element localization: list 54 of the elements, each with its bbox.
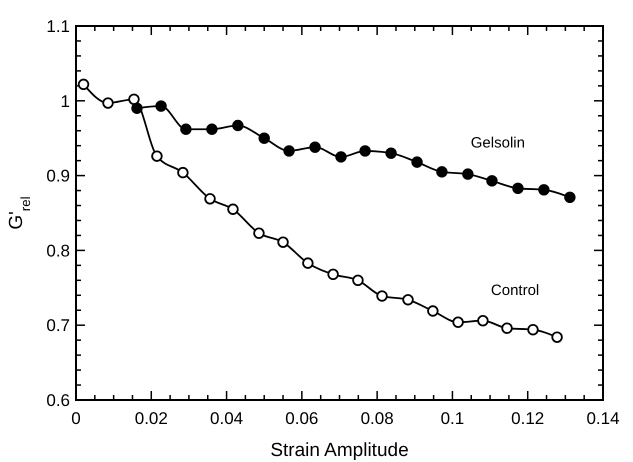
point — [427, 305, 439, 317]
point — [462, 168, 474, 180]
point — [486, 175, 498, 187]
point — [327, 268, 339, 280]
point — [227, 204, 239, 215]
point — [402, 294, 414, 306]
y-tick-label: 0.8 — [46, 241, 70, 260]
point — [436, 166, 448, 178]
point — [359, 145, 371, 157]
y-tick-label: 1.1 — [46, 17, 70, 36]
point — [411, 156, 423, 168]
x-tick-label: 0.04 — [210, 409, 244, 428]
point — [258, 132, 270, 144]
point — [204, 193, 216, 204]
point — [151, 150, 163, 162]
point — [477, 315, 489, 326]
series-label: Control — [490, 282, 540, 300]
point — [501, 322, 513, 334]
point — [512, 182, 524, 194]
x-tick-label: 0.12 — [511, 409, 544, 428]
point — [385, 147, 397, 159]
point — [527, 324, 539, 336]
y-tick-label: 0.9 — [46, 166, 70, 186]
series-label: Gelsolin — [470, 134, 525, 152]
x-tick-label: 0.08 — [360, 409, 394, 428]
x-tick-label: 0 — [71, 409, 81, 428]
y-tick-label: 1 — [60, 92, 70, 111]
point — [232, 120, 244, 132]
x-tick-label: 0.14 — [586, 409, 620, 428]
point — [177, 166, 189, 178]
y-tick-label: 0.6 — [46, 391, 70, 410]
point — [206, 124, 218, 135]
y-tick-label: 0.7 — [46, 316, 70, 336]
x-tick-label: 0.06 — [285, 409, 318, 428]
point — [551, 331, 563, 343]
point — [452, 316, 464, 328]
point — [564, 192, 576, 203]
point — [302, 257, 314, 269]
point — [78, 78, 90, 90]
x-tick-label: 0.1 — [440, 409, 464, 428]
point — [180, 124, 192, 135]
x-axis-title: Strain Amplitude — [270, 440, 409, 461]
point — [376, 290, 388, 302]
point — [309, 141, 321, 153]
point — [102, 97, 114, 109]
point — [538, 184, 550, 196]
point — [283, 145, 295, 157]
point — [277, 236, 289, 248]
point — [128, 94, 140, 106]
point — [335, 151, 347, 163]
point — [352, 274, 364, 286]
point — [253, 227, 265, 239]
x-tick-label: 0.02 — [134, 409, 168, 428]
point — [155, 100, 167, 112]
